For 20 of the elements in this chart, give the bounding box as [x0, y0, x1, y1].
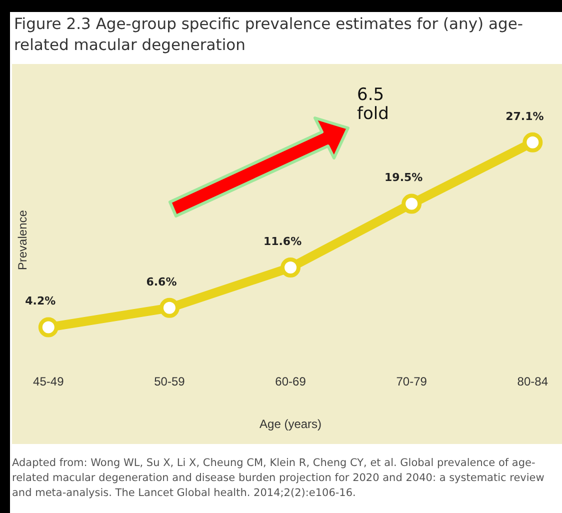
data-label: 27.1%: [506, 110, 544, 123]
x-tick-label: 45-49: [33, 374, 64, 389]
point: [522, 132, 543, 152]
x-tick-label: 60-69: [275, 374, 306, 389]
x-tick-label: 70-79: [396, 374, 428, 389]
x-axis-title: Age (years): [260, 417, 322, 432]
point: [280, 258, 301, 278]
data-label: 11.6%: [263, 234, 302, 248]
point: [402, 194, 422, 214]
point: [38, 317, 58, 338]
text: Adapted from: Wong WL, Su X, Li X, Cheung CM, Klein R, Cheng CY, et al. Global prevalence of age-related macular degeneration and disease burden projection for 2020 and 2040: a systematic review and meta-analysis. The Lancet Global health. 2014;2(2):e106-16.: [12, 456, 546, 501]
y-axis-title: Prevalence: [16, 210, 30, 270]
text: 6.5 fold: [357, 85, 389, 124]
x-tick-label: 50-59: [154, 374, 186, 389]
data-label: 4.2%: [25, 294, 56, 308]
data-label: 19.5%: [384, 171, 423, 184]
point: [159, 298, 180, 318]
chart-title: Figure 2.3 Age-group specific prevalence estimates for (any) age-related macular degeneration: [14, 14, 524, 56]
x-tick-label: 80-84: [517, 374, 548, 389]
data-label: 6.6%: [146, 275, 177, 288]
